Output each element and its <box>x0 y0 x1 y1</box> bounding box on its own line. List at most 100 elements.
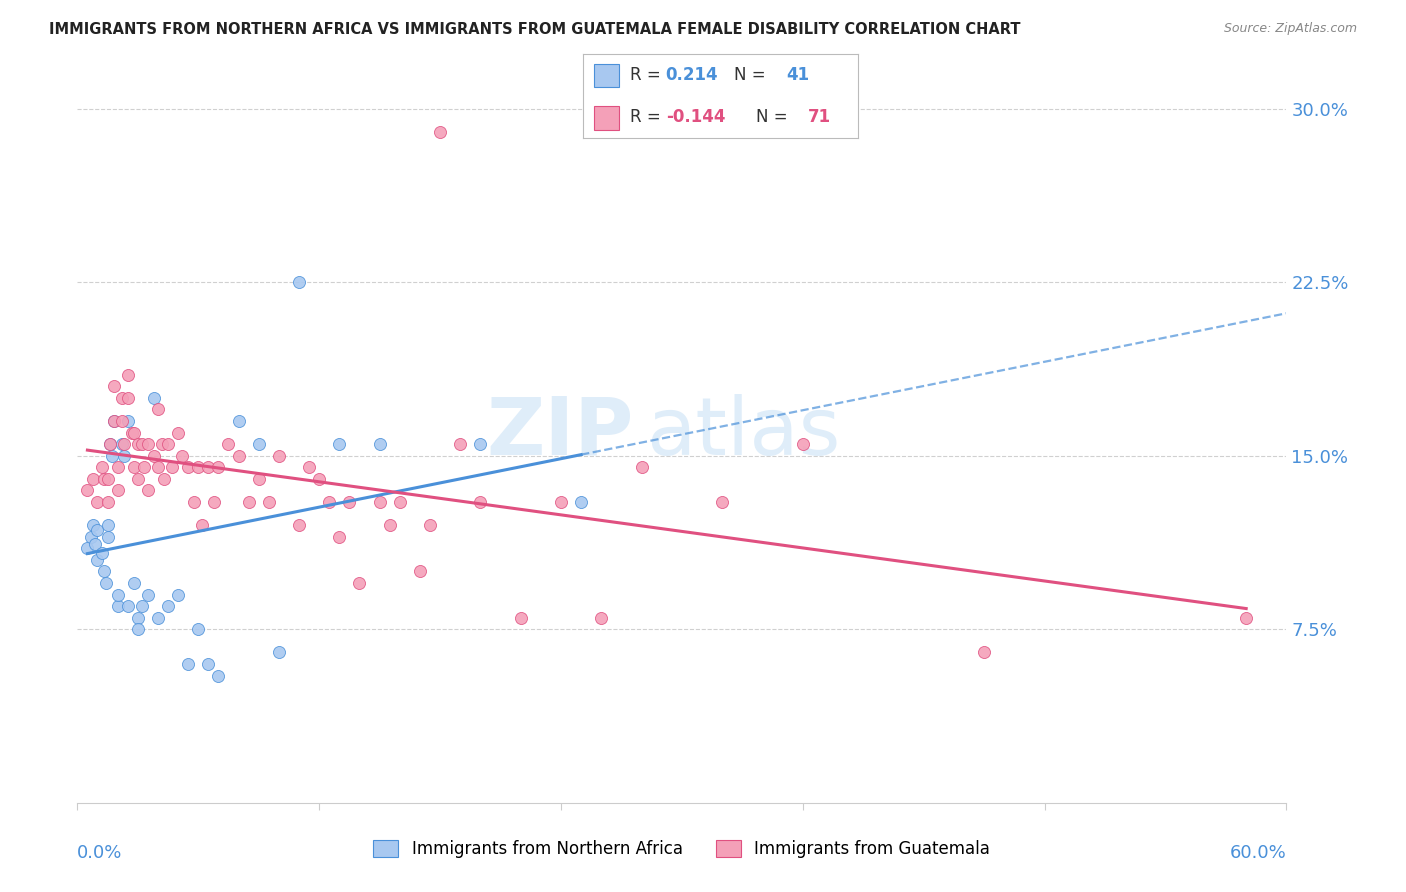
Point <box>339 495 360 509</box>
Point <box>368 437 391 451</box>
Point <box>117 368 139 382</box>
Point <box>569 495 592 509</box>
Point <box>96 518 118 533</box>
Text: Source: ZipAtlas.com: Source: ZipAtlas.com <box>1223 22 1357 36</box>
Bar <box>595 106 619 130</box>
Text: R =: R = <box>630 109 666 127</box>
Point <box>142 449 165 463</box>
Point <box>308 472 330 486</box>
Point <box>409 565 432 579</box>
Point <box>419 518 441 533</box>
Point <box>136 588 159 602</box>
Text: N =: N = <box>756 109 793 127</box>
Point <box>153 472 176 486</box>
Point <box>131 437 153 451</box>
Text: atlas: atlas <box>645 393 839 472</box>
Point <box>591 610 613 624</box>
Point <box>288 275 311 289</box>
Point <box>470 437 492 451</box>
Point <box>127 622 149 636</box>
Point <box>267 449 290 463</box>
Point <box>349 576 371 591</box>
Point <box>449 437 471 451</box>
Point <box>103 414 125 428</box>
Point <box>187 460 209 475</box>
Point <box>82 518 104 533</box>
Text: R =: R = <box>630 66 666 84</box>
Point <box>368 495 391 509</box>
Point <box>197 460 219 475</box>
Point <box>142 391 165 405</box>
Point <box>96 495 118 509</box>
Point <box>96 472 118 486</box>
Point <box>150 437 173 451</box>
Point <box>160 460 183 475</box>
Point <box>98 437 121 451</box>
Point <box>247 472 270 486</box>
Point <box>267 645 290 659</box>
Point <box>86 553 108 567</box>
Point <box>197 657 219 671</box>
Point <box>103 414 125 428</box>
Point <box>112 449 135 463</box>
Text: 0.214: 0.214 <box>666 66 718 84</box>
Point <box>228 449 250 463</box>
Point <box>207 668 229 682</box>
Point <box>107 588 129 602</box>
Point <box>127 472 149 486</box>
Point <box>167 588 190 602</box>
Point <box>207 460 229 475</box>
Point <box>247 437 270 451</box>
Legend: Immigrants from Northern Africa, Immigrants from Guatemala: Immigrants from Northern Africa, Immigra… <box>367 833 997 865</box>
Point <box>82 472 104 486</box>
Point <box>117 599 139 614</box>
Point <box>470 495 492 509</box>
Text: 71: 71 <box>808 109 831 127</box>
Point <box>122 425 145 440</box>
Text: 41: 41 <box>786 66 810 84</box>
Point <box>107 460 129 475</box>
Point <box>127 610 149 624</box>
Point <box>388 495 411 509</box>
Point <box>288 518 311 533</box>
Point <box>111 437 134 451</box>
Point <box>132 460 155 475</box>
Point <box>146 460 169 475</box>
Point <box>157 599 180 614</box>
Text: -0.144: -0.144 <box>666 109 725 127</box>
Point <box>90 546 112 560</box>
Point <box>111 414 134 428</box>
Point <box>792 437 814 451</box>
Text: 0.0%: 0.0% <box>77 845 122 863</box>
Point <box>157 437 180 451</box>
Point <box>187 622 209 636</box>
Point <box>127 437 149 451</box>
Point <box>177 657 200 671</box>
Point <box>429 125 451 139</box>
Point <box>298 460 321 475</box>
Text: 60.0%: 60.0% <box>1230 845 1286 863</box>
Point <box>107 599 129 614</box>
Point <box>136 483 159 498</box>
Point <box>973 645 995 659</box>
Point <box>93 565 115 579</box>
Point <box>90 460 112 475</box>
Text: N =: N = <box>734 66 770 84</box>
Point <box>630 460 652 475</box>
Text: ZIP: ZIP <box>486 393 634 472</box>
Point <box>1234 610 1257 624</box>
Point <box>378 518 401 533</box>
Point <box>117 414 139 428</box>
Point <box>84 536 107 550</box>
Point <box>146 402 169 417</box>
Point <box>711 495 734 509</box>
Point <box>76 541 98 556</box>
Point <box>93 472 115 486</box>
Point <box>121 425 143 440</box>
Point <box>328 437 350 451</box>
Point <box>318 495 340 509</box>
Point <box>146 610 169 624</box>
Point <box>238 495 260 509</box>
Point <box>122 576 145 591</box>
Point <box>509 610 531 624</box>
